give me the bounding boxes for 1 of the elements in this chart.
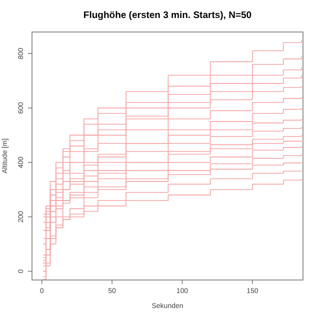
chart-title: Flughöhe (ersten 3 min. Starts), N=50 [83, 10, 252, 21]
